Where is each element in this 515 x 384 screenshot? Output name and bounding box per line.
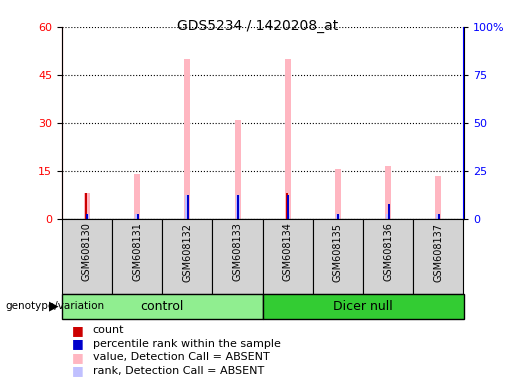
- Bar: [185, 195, 190, 219]
- Bar: [136, 214, 139, 219]
- Bar: [62, 219, 112, 294]
- Text: GSM608132: GSM608132: [182, 223, 192, 281]
- Text: GSM608130: GSM608130: [82, 223, 92, 281]
- Bar: [235, 195, 239, 219]
- Bar: [135, 214, 139, 219]
- Text: ■: ■: [72, 364, 84, 377]
- Text: ▶: ▶: [49, 300, 59, 313]
- Bar: [184, 59, 191, 219]
- Text: ■: ■: [72, 351, 84, 364]
- Bar: [212, 219, 263, 294]
- Text: GSM608137: GSM608137: [434, 223, 443, 281]
- Bar: [313, 219, 363, 294]
- Bar: [234, 120, 241, 219]
- Bar: [263, 294, 464, 319]
- Text: GSM608134: GSM608134: [283, 223, 293, 281]
- Bar: [363, 219, 413, 294]
- Bar: [263, 219, 313, 294]
- Bar: [435, 176, 441, 219]
- Bar: [87, 214, 89, 219]
- Bar: [134, 174, 140, 219]
- Text: GSM608133: GSM608133: [233, 223, 243, 281]
- Bar: [438, 214, 440, 219]
- Text: count: count: [93, 325, 124, 335]
- Bar: [386, 214, 390, 219]
- Text: value, Detection Call = ABSENT: value, Detection Call = ABSENT: [93, 352, 269, 362]
- Text: genotype/variation: genotype/variation: [5, 301, 104, 311]
- Text: control: control: [141, 300, 184, 313]
- Bar: [413, 219, 464, 294]
- Text: GSM608135: GSM608135: [333, 223, 343, 281]
- Bar: [162, 219, 212, 294]
- Bar: [337, 214, 339, 219]
- Text: ■: ■: [72, 337, 84, 350]
- Bar: [286, 214, 290, 219]
- Bar: [237, 195, 239, 219]
- Bar: [388, 204, 390, 219]
- Text: Dicer null: Dicer null: [333, 300, 393, 313]
- Text: percentile rank within the sample: percentile rank within the sample: [93, 339, 281, 349]
- Bar: [285, 59, 291, 219]
- Bar: [287, 195, 289, 219]
- Text: rank, Detection Call = ABSENT: rank, Detection Call = ABSENT: [93, 366, 264, 376]
- Bar: [85, 214, 89, 219]
- Bar: [335, 169, 341, 219]
- Bar: [385, 166, 391, 219]
- Bar: [336, 214, 340, 219]
- Text: GSM608131: GSM608131: [132, 223, 142, 281]
- Text: GSM608136: GSM608136: [383, 223, 393, 281]
- Bar: [112, 219, 162, 294]
- Bar: [62, 294, 263, 319]
- Bar: [436, 214, 440, 219]
- Bar: [286, 193, 288, 219]
- Text: GDS5234 / 1420208_at: GDS5234 / 1420208_at: [177, 19, 338, 33]
- Text: ■: ■: [72, 324, 84, 337]
- Bar: [187, 195, 189, 219]
- Bar: [84, 193, 90, 219]
- Bar: [85, 193, 88, 219]
